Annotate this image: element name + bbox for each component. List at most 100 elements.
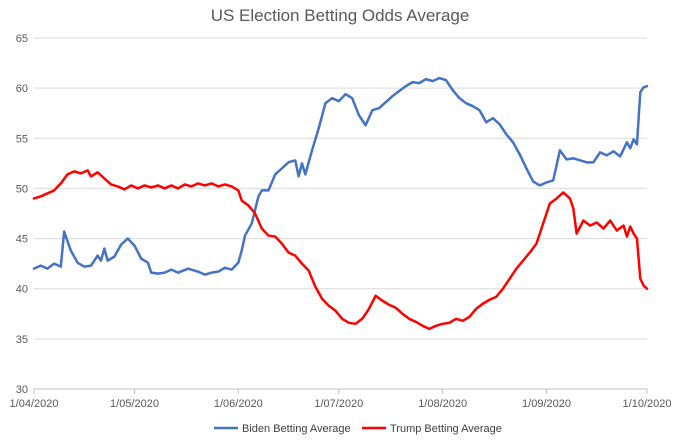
legend-label: Trump Betting Average [390,423,502,435]
data-point [391,95,394,97]
data-point [518,153,521,156]
data-point [204,184,206,187]
legend-label: Biden Betting Average [242,423,351,435]
data-point [428,328,431,330]
data-point [592,161,595,164]
data-point [304,173,307,176]
data-point [60,265,62,268]
data-point [364,124,367,127]
data-point [562,191,565,194]
data-point [116,185,119,188]
y-tick-label: 35 [16,334,28,346]
data-point [287,251,290,254]
data-point [451,89,454,91]
data-point [632,138,635,141]
data-point [585,161,588,164]
data-point [204,273,206,276]
data-point [411,81,414,83]
data-point [197,182,199,185]
data-point [415,321,417,323]
data-point [522,259,524,262]
data-point [472,105,474,107]
data-point [488,298,491,301]
data-point [498,123,501,126]
data-point [612,150,615,153]
data-point [351,97,354,99]
data-point [240,249,243,252]
data-point [53,189,55,192]
data-point [616,229,618,232]
data-point [86,169,89,172]
data-point [150,186,153,189]
data-point [126,237,129,240]
data-point [217,185,220,188]
data-point [307,269,310,272]
data-point [639,91,642,93]
data-point [431,80,434,82]
data-point [110,183,112,186]
data-point [63,230,65,233]
data-point [394,306,397,309]
data-point [274,235,276,238]
data-point [150,271,153,274]
data-point [327,304,330,307]
data-point [629,147,632,150]
data-point [294,254,297,257]
data-point [267,234,270,237]
data-point [575,232,578,235]
y-tick-label: 30 [16,384,28,396]
series-1 [32,169,649,331]
data-point [539,184,541,187]
data-point [170,184,173,187]
data-point [508,277,511,280]
data-point [374,294,377,297]
data-point [609,219,611,222]
data-point [143,184,146,187]
data-point [421,325,424,327]
data-point [96,171,99,174]
data-point [254,212,256,215]
data-point [267,189,270,192]
data-point [60,182,62,185]
data-point [66,173,69,176]
data-point [301,262,303,265]
data-point [384,101,387,103]
data-point [287,161,290,164]
data-point [552,179,555,182]
data-point [361,318,364,320]
series-line [32,169,649,331]
data-point [408,318,410,320]
data-point [485,121,488,124]
data-point [103,177,106,180]
data-point [281,242,283,245]
data-point [461,320,464,322]
data-point [606,154,608,157]
data-point [247,204,250,207]
data-point [230,268,233,271]
data-point [257,195,260,198]
data-point [495,295,498,298]
data-point [636,143,638,146]
series-line [32,76,649,276]
data-point [33,267,35,270]
gridlines [34,37,647,390]
data-point [33,197,35,200]
series-lines [32,76,649,331]
data-point [123,188,126,191]
data-point [549,202,551,205]
data-point [435,325,437,327]
data-point [401,312,404,315]
series-0 [32,76,649,276]
data-point [512,141,514,144]
data-point [140,257,142,260]
data-point [565,158,568,161]
data-point [224,266,226,269]
data-point [502,287,504,290]
data-point [418,82,421,84]
x-tick-label: 1/09/2020 [522,398,571,410]
data-point [368,307,370,310]
data-point [341,318,343,320]
chart-title: US Election Betting Odds Average [211,6,470,25]
data-point [163,187,166,190]
data-point [542,222,544,225]
